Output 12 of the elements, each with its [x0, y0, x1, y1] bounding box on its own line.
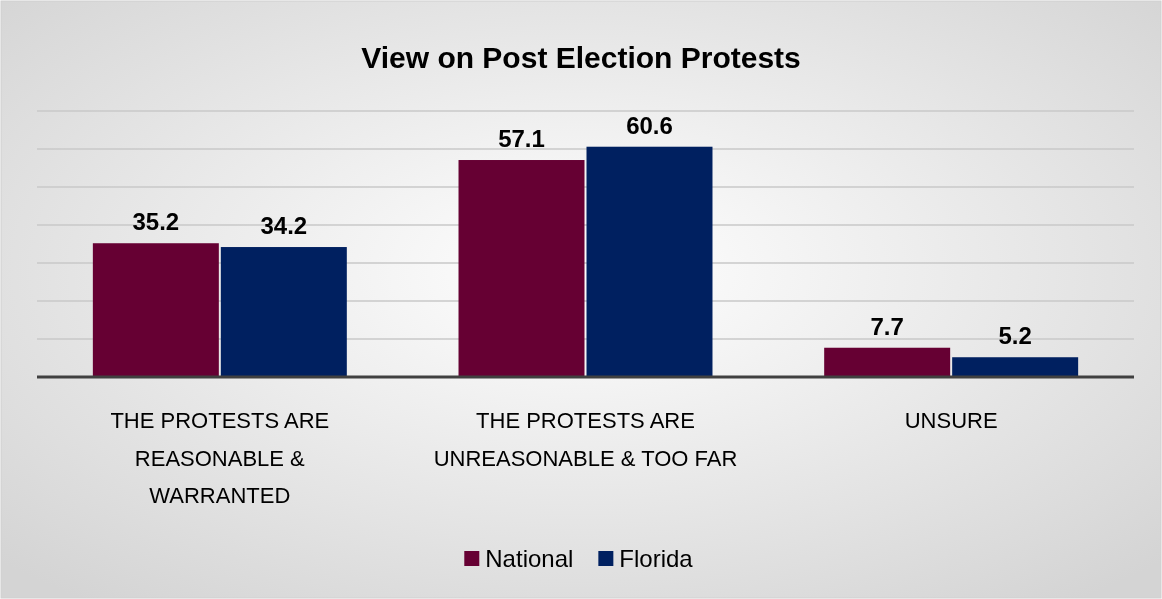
legend-label: National	[485, 545, 574, 572]
data-label: 34.2	[260, 212, 308, 240]
legend-label: Florida	[619, 545, 694, 572]
x-tick-label: THE PROTESTS ARE REASONABLE & WARRANTED	[110, 408, 330, 508]
data-label: 5.2	[998, 322, 1032, 350]
data-label: 60.6	[626, 111, 673, 139]
data-label: 57.1	[498, 125, 545, 153]
x-tick-label: UNSURE	[904, 408, 998, 433]
x-tick-label: THE PROTESTS ARE UNREASONABLE & TOO FAR	[433, 408, 738, 471]
data-label: 7.7	[870, 312, 904, 340]
data-label: 35.2	[132, 208, 180, 236]
chart-title: View on Post Election Protests	[361, 41, 801, 74]
